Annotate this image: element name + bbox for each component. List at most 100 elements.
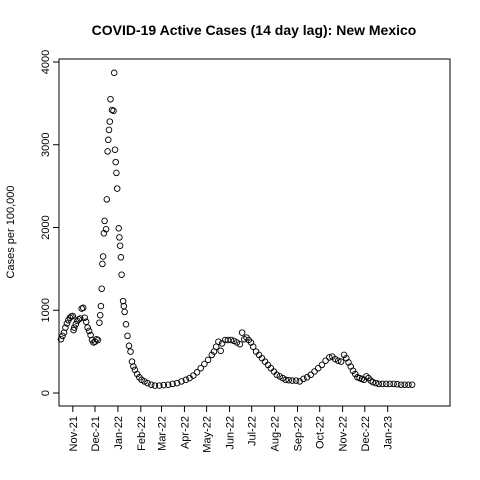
data-point: [82, 318, 90, 326]
data-point: [238, 329, 246, 336]
data-point: [300, 375, 307, 383]
y-tick-label: 0: [40, 390, 52, 396]
data-point: [351, 370, 359, 378]
data-point: [81, 314, 88, 321]
data-point: [113, 169, 120, 177]
x-tick-label: Jun-22: [225, 416, 237, 450]
y-tick-label: 4000: [40, 50, 52, 74]
data-point: [340, 351, 348, 359]
y-tick-label: 3000: [40, 133, 52, 157]
data-point: [98, 285, 105, 292]
x-tick-label: Oct-22: [315, 416, 327, 449]
data-point: [405, 381, 412, 388]
data-point: [63, 320, 71, 327]
data-point: [102, 225, 110, 233]
data-point: [85, 327, 93, 335]
data-point: [397, 381, 405, 388]
data-point: [292, 377, 300, 384]
x-tick-label: Dec-21: [90, 416, 102, 451]
data-point: [113, 185, 121, 192]
data-point: [252, 348, 260, 355]
data-point: [314, 364, 322, 372]
data-point: [106, 118, 114, 125]
data-point: [62, 324, 69, 331]
data-point: [401, 381, 408, 388]
data-point: [130, 363, 137, 370]
data-point: [197, 364, 204, 372]
data-point: [105, 136, 112, 144]
data-point: [334, 357, 342, 364]
data-point: [79, 304, 87, 312]
data-point: [69, 312, 77, 320]
data-point: [124, 332, 131, 340]
data-point: [337, 358, 345, 365]
data-point: [204, 356, 212, 364]
data-point: [201, 360, 208, 368]
y-tick-label: 1000: [40, 298, 52, 322]
data-point: [59, 332, 66, 340]
chart-title: COVID-19 Active Cases (14 day lag): New …: [92, 22, 417, 38]
data-point: [107, 95, 114, 103]
x-tick-label: Nov-22: [338, 416, 350, 451]
data-point: [182, 376, 190, 384]
x-tick-label: Mar-22: [157, 416, 169, 451]
data-point: [289, 377, 296, 384]
data-point: [101, 217, 108, 225]
data-point: [116, 234, 123, 241]
data-point: [57, 335, 65, 343]
data-point: [390, 380, 397, 388]
x-tick-label: Jul-22: [247, 416, 259, 446]
data-point: [236, 340, 244, 348]
data-point: [103, 196, 111, 203]
data-point: [71, 324, 78, 331]
data-point: [215, 338, 222, 345]
x-tick-label: Sep-22: [293, 416, 305, 451]
data-point: [147, 381, 155, 388]
data-point: [76, 315, 84, 322]
data-point: [379, 380, 386, 388]
data-point: [193, 369, 201, 376]
data-point: [382, 380, 390, 388]
data-point: [156, 382, 163, 389]
data-point: [72, 321, 80, 328]
data-point: [151, 382, 159, 389]
y-tick-label: 2000: [40, 215, 52, 239]
data-point: [249, 343, 257, 350]
data-point: [173, 379, 181, 387]
data-points: [57, 69, 416, 389]
data-point: [94, 336, 102, 344]
data-point: [360, 376, 368, 384]
data-point: [164, 381, 172, 388]
data-point: [115, 225, 122, 232]
data-point: [116, 242, 124, 249]
data-point: [227, 336, 235, 344]
data-point: [375, 380, 383, 388]
data-point: [261, 358, 269, 365]
data-point: [160, 381, 167, 389]
data-point: [112, 158, 119, 166]
data-point: [386, 380, 394, 388]
data-point: [96, 311, 104, 319]
data-point: [110, 107, 117, 115]
x-tick-label: Apr-22: [179, 416, 191, 449]
data-point: [97, 302, 105, 310]
x-tick-label: Jan-22: [113, 416, 125, 450]
data-point: [282, 376, 289, 384]
data-point: [285, 376, 292, 384]
data-point: [75, 316, 82, 323]
x-tick-label: Nov-21: [68, 416, 80, 451]
data-point: [190, 372, 197, 379]
x-axis: Nov-21 Dec-21 Jan-22 Feb-22 Mar-22 Apr-22 May-…: [68, 406, 395, 453]
data-point: [144, 379, 151, 387]
data-point: [105, 126, 113, 134]
data-point: [110, 69, 118, 77]
data-point: [133, 370, 141, 378]
data-point: [322, 357, 329, 364]
data-point: [178, 378, 185, 385]
x-tick-label: May-22: [202, 416, 214, 453]
data-point: [104, 148, 111, 155]
data-point: [307, 371, 315, 379]
data-point: [369, 378, 377, 386]
data-point: [84, 324, 91, 331]
